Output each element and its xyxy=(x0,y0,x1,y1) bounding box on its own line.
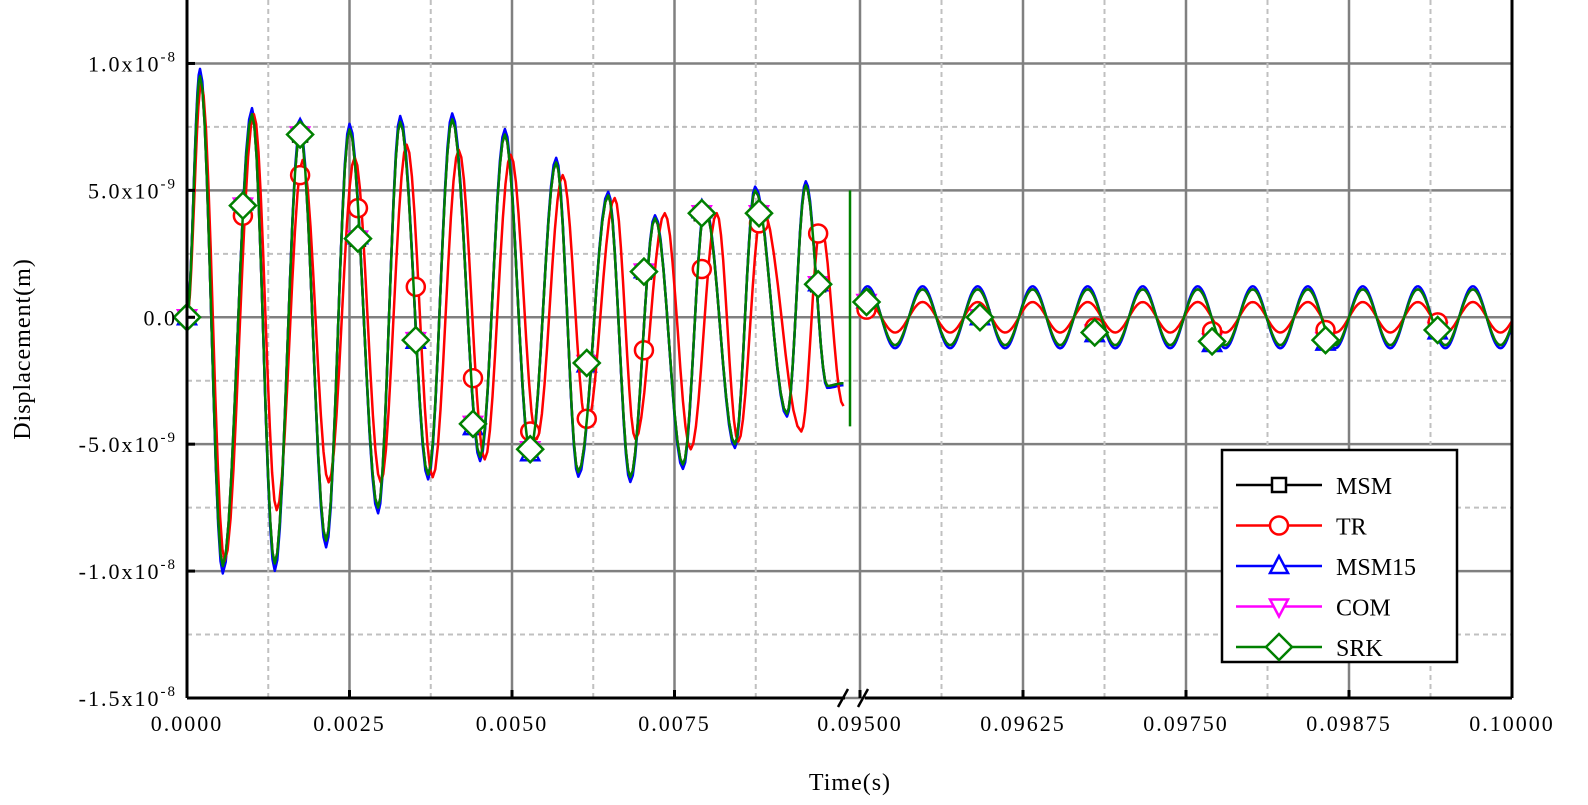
grid xyxy=(187,0,1512,700)
tick-labels: 1.0x10-8 5.0x10-9 0.0 -5.0x10-9 -1.0x10-8 -1.… xyxy=(79,49,1555,736)
legend: MSM TR MSM15 COM SRK xyxy=(1220,448,1459,664)
series-line-right xyxy=(858,288,1514,347)
legend-label: MSM15 xyxy=(1336,555,1416,581)
legend-item-msm15: MSM15 xyxy=(1236,553,1416,581)
diamond-marker xyxy=(343,223,373,254)
diamond-marker xyxy=(803,269,833,300)
circle-marker xyxy=(1268,515,1290,536)
x-tick-label: 0.10000 xyxy=(1469,711,1555,736)
diamond-marker xyxy=(965,302,995,333)
axis-break-mark xyxy=(836,688,850,708)
diamond-marker xyxy=(228,190,258,221)
legend-item-com: COM xyxy=(1236,596,1391,622)
y-tick-label: -1.0x10-8 xyxy=(79,557,177,584)
x-tick-label: 0.09500 xyxy=(817,711,903,736)
diamond-marker xyxy=(571,348,602,378)
diamond-marker xyxy=(515,434,545,465)
circle-marker xyxy=(691,258,713,280)
legend-label: SRK xyxy=(1336,636,1383,662)
y-tick-label: -5.0x10-9 xyxy=(79,430,177,457)
diamond-marker xyxy=(285,119,315,150)
legend-item-srk: SRK xyxy=(1236,632,1383,662)
x-tick-label: 0.09750 xyxy=(1143,711,1229,736)
axis-break-mark xyxy=(856,688,870,708)
x-tick-label: 0.09625 xyxy=(980,711,1066,736)
triangle-up-marker xyxy=(1267,553,1291,575)
y-tick-label: 1.0x10-8 xyxy=(88,49,177,76)
legend-label: MSM xyxy=(1336,474,1392,500)
y-tick-label: 0.0 xyxy=(144,305,178,330)
diamond-marker xyxy=(851,287,882,317)
series-group xyxy=(172,67,1514,575)
axes xyxy=(185,0,1514,708)
legend-item-tr: TR xyxy=(1236,515,1367,541)
diamond-marker xyxy=(1197,326,1227,357)
legend-label: COM xyxy=(1336,596,1391,622)
diamond-marker xyxy=(458,409,488,439)
legend-item-msm: MSM xyxy=(1236,474,1392,500)
diamond-marker xyxy=(744,198,774,228)
x-tick-label: 0.09875 xyxy=(1306,711,1392,736)
diamond-marker xyxy=(629,256,659,287)
x-tick-label: 0.0050 xyxy=(476,711,549,736)
diamond-marker xyxy=(1422,315,1453,345)
x-tick-label: 0.0025 xyxy=(313,711,386,736)
diamond-marker xyxy=(1264,632,1294,662)
circle-marker xyxy=(462,367,484,389)
diamond-marker xyxy=(1310,325,1341,355)
series-line-left xyxy=(185,74,844,568)
triangle-down-marker xyxy=(1267,598,1291,620)
y-tick-label: 5.0x10-9 xyxy=(88,176,177,203)
x-axis-label: Time(s) xyxy=(809,770,891,796)
diamond-marker xyxy=(687,198,717,228)
y-axis-label: Displacement(m) xyxy=(10,258,36,440)
diamond-marker xyxy=(1079,317,1110,348)
x-tick-label: 0.0075 xyxy=(638,711,711,736)
square-marker xyxy=(1270,476,1288,494)
circle-marker xyxy=(405,276,427,298)
legend-label: TR xyxy=(1336,515,1367,541)
x-tick-label: 0.0000 xyxy=(151,711,224,736)
diamond-marker xyxy=(401,325,431,355)
y-tick-label: -1.5x10-8 xyxy=(79,684,177,711)
